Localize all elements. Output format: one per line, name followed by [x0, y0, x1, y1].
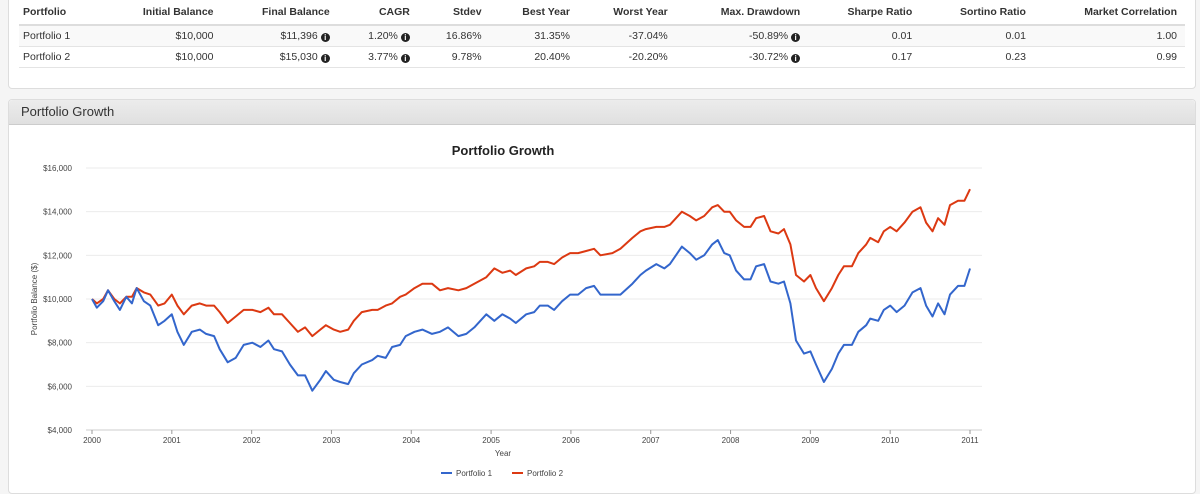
column-header[interactable]: Stdev	[417, 1, 490, 26]
table-cell: -37.04%	[577, 25, 676, 47]
cell-value: 0.23	[1005, 51, 1026, 63]
y-tick-label: $16,000	[43, 164, 72, 173]
y-axis-label: Portfolio Balance ($)	[30, 262, 39, 335]
table-cell: -20.20%	[577, 46, 676, 68]
table-cell: 1.20% i	[337, 25, 418, 47]
table-cell: 3.77% i	[337, 46, 418, 68]
series-line-portfolio-2	[91, 188, 971, 338]
cell-value: Portfolio 1	[23, 30, 71, 42]
x-tick-label: 2002	[243, 436, 261, 445]
panel-title: Portfolio Growth	[9, 100, 1195, 125]
info-icon[interactable]: i	[320, 54, 330, 63]
table-cell: 0.99	[1033, 46, 1185, 68]
table-cell: 0.17	[808, 46, 921, 68]
x-tick-label: 2010	[881, 436, 899, 445]
cell-value: 0.17	[891, 51, 913, 63]
table-cell: -50.89% i	[675, 25, 809, 47]
column-header[interactable]: Sortino Ratio	[920, 1, 1034, 26]
cell-value: -30.72%	[749, 51, 789, 63]
info-icon[interactable]: i	[791, 54, 801, 63]
table-cell: 20.40%	[489, 46, 578, 68]
info-icon[interactable]: i	[400, 54, 410, 63]
table-cell: Portfolio 1	[19, 25, 102, 47]
table-row: Portfolio 1 $10,000 $11,396 i 1.20% i 16.86% 31…	[19, 25, 1185, 47]
y-tick-label: $8,000	[48, 339, 73, 348]
cell-value: 9.78%	[451, 51, 482, 63]
cell-value: -37.04%	[628, 30, 668, 42]
table-cell: 31.35%	[489, 25, 578, 47]
table-cell: 0.23	[920, 46, 1034, 68]
table-cell: 0.01	[808, 25, 921, 47]
x-tick-label: 2007	[642, 436, 660, 445]
cell-value: 0.01	[891, 30, 913, 42]
x-tick-label: 2009	[801, 436, 819, 445]
legend-label-portfolio-1: Portfolio 1	[456, 469, 493, 478]
column-header[interactable]: Max. Drawdown	[675, 1, 809, 26]
info-icon[interactable]: i	[320, 33, 330, 42]
column-header[interactable]: Initial Balance	[101, 1, 222, 26]
portfolio-growth-panel: Portfolio Growth	[8, 99, 1196, 494]
y-tick-label: $12,000	[43, 251, 72, 260]
table-cell: $10,000	[101, 25, 222, 47]
column-header[interactable]: CAGR	[337, 1, 418, 26]
table-cell: -30.72% i	[675, 46, 809, 68]
cell-value: 1.00	[1156, 30, 1177, 42]
y-tick-label: $10,000	[43, 295, 72, 304]
table-cell: 9.78%	[417, 46, 490, 68]
x-tick-label: 2000	[83, 436, 101, 445]
y-tick-label: $14,000	[43, 208, 72, 217]
cell-value: 1.20%	[368, 30, 398, 42]
x-tick-label: 2001	[163, 436, 181, 445]
info-icon[interactable]: i	[400, 33, 410, 42]
statistics-table: Portfolio Initial Balance Final Balance CAG…	[19, 1, 1185, 68]
cell-value: 16.86%	[445, 30, 482, 42]
chart-title: Portfolio Growth	[452, 143, 555, 158]
info-icon[interactable]: i	[791, 33, 801, 42]
x-axis-label: Year	[495, 449, 512, 458]
table-cell: Portfolio 2	[19, 46, 102, 68]
statistics-panel: Portfolio Initial Balance Final Balance CAG…	[8, 0, 1196, 89]
cell-value: 31.35%	[534, 30, 570, 42]
series-line-portfolio-1	[91, 239, 971, 392]
cell-value: 20.40%	[534, 51, 570, 63]
y-tick-label: $4,000	[48, 426, 73, 435]
cell-value: 3.77%	[368, 51, 398, 63]
table-header-row: Portfolio Initial Balance Final Balance CAG…	[19, 1, 1185, 26]
cell-value: -50.89%	[749, 30, 789, 42]
cell-value: $11,396	[280, 30, 318, 42]
column-header[interactable]: Final Balance	[221, 1, 338, 26]
table-cell: 1.00	[1033, 25, 1185, 47]
cell-value: -20.20%	[628, 51, 668, 63]
y-tick-label: $6,000	[48, 382, 73, 391]
table-cell: $10,000	[101, 46, 222, 68]
x-tick-label: 2003	[323, 436, 341, 445]
table-cell: $11,396 i	[221, 25, 338, 47]
column-header[interactable]: Best Year	[489, 1, 578, 26]
cell-value: $10,000	[175, 51, 214, 63]
x-tick-label: 2011	[961, 436, 979, 445]
column-header[interactable]: Sharpe Ratio	[808, 1, 921, 26]
cell-value: $15,030	[279, 51, 318, 63]
column-header[interactable]: Market Correlation	[1033, 1, 1185, 26]
x-tick-label: 2006	[562, 436, 580, 445]
table-cell: 0.01	[920, 25, 1034, 47]
x-tick-label: 2005	[482, 436, 500, 445]
table-cell: 16.86%	[417, 25, 490, 47]
table-cell: $15,030 i	[221, 46, 338, 68]
column-header[interactable]: Portfolio	[19, 1, 102, 26]
column-header[interactable]: Worst Year	[577, 1, 676, 26]
x-tick-label: 2008	[722, 436, 740, 445]
cell-value: Portfolio 2	[23, 51, 71, 63]
table-row: Portfolio 2 $10,000 $15,030 i 3.77% i 9.78% 20.…	[19, 46, 1185, 68]
cell-value: $10,000	[175, 30, 214, 42]
cell-value: 0.01	[1005, 30, 1026, 42]
cell-value: 0.99	[1156, 51, 1177, 63]
x-tick-label: 2004	[402, 436, 420, 445]
legend-label-portfolio-2: Portfolio 2	[527, 469, 564, 478]
